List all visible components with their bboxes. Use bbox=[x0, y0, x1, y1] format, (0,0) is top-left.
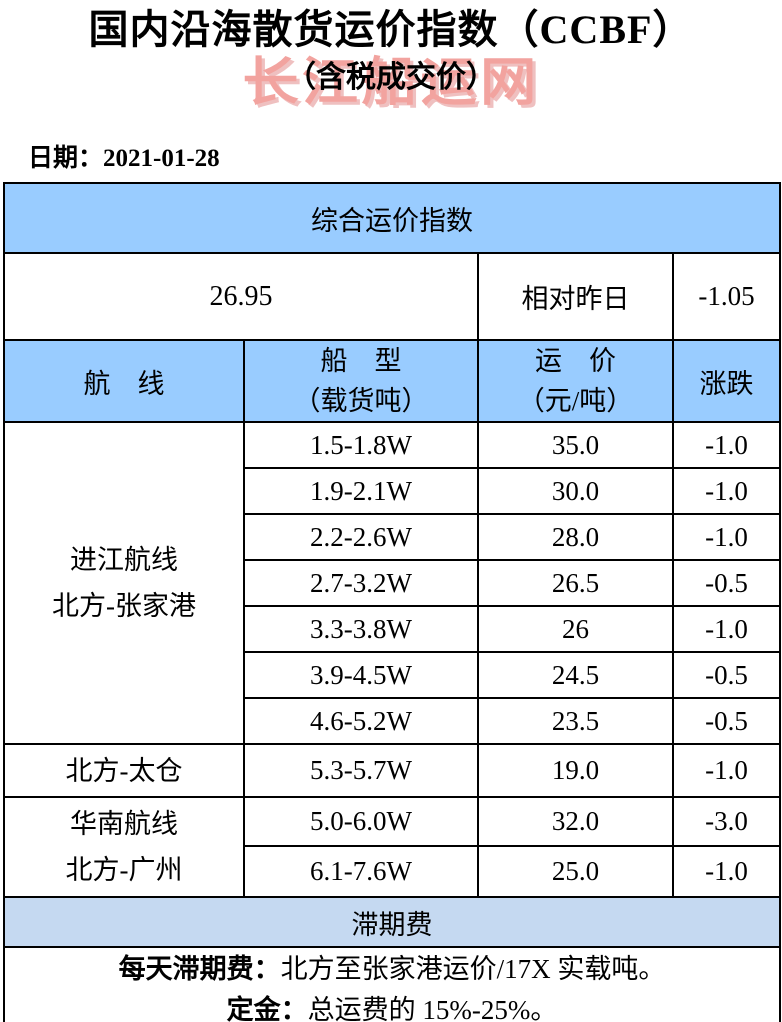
ship-type-cell: 2.2-2.6W bbox=[243, 513, 479, 561]
table-row: 进江航线 北方-张家港 1.5-1.8W 35.0 -1.0 bbox=[3, 421, 781, 745]
price-cell: 32.0 bbox=[477, 796, 674, 847]
price-cell: 28.0 bbox=[477, 513, 674, 561]
change-cell: -1.0 bbox=[672, 513, 781, 561]
freight-table: 综合运价指数 26.95 相对昨日 -1.05 航 线 船 型 （载货吨） 运 … bbox=[3, 182, 781, 1022]
ship-type-cell: 6.1-7.6W bbox=[243, 845, 479, 898]
price-cell: 35.0 bbox=[477, 421, 674, 469]
date-label: 日期： bbox=[28, 145, 104, 172]
page-subtitle: （含税成交价） bbox=[286, 61, 496, 94]
ship-type-cell: 5.3-5.7W bbox=[243, 743, 479, 798]
ship-type-cell: 5.0-6.0W bbox=[243, 796, 479, 847]
demurrage-title: 滞期费 bbox=[3, 896, 781, 948]
change-cell: -1.0 bbox=[672, 743, 781, 798]
col-header-price: 运 价 （元/吨） bbox=[477, 339, 674, 423]
note-line-2-label: 定金： bbox=[226, 995, 308, 1022]
page-title: 国内沿海散货运价指数（CCBF） bbox=[88, 7, 694, 52]
change-cell: -1.0 bbox=[672, 605, 781, 653]
composite-index-value: 26.95 bbox=[3, 252, 479, 341]
col-header-route: 航 线 bbox=[3, 339, 245, 423]
notes-row: 每天滞期费：北方至张家港运价/17X 实载吨。 定金：总运费的 15%-25%。 bbox=[3, 946, 781, 1022]
date-line: 日期：2021-01-28 bbox=[28, 144, 782, 174]
change-cell: -0.5 bbox=[672, 697, 781, 745]
change-cell: -0.5 bbox=[672, 651, 781, 699]
table-row: 2.2-2.6W 28.0 -1.0 bbox=[4, 513, 781, 561]
price-cell: 25.0 bbox=[477, 845, 674, 898]
table-row: 4.6-5.2W 23.5 -0.5 bbox=[4, 697, 781, 745]
subtitle-block: 长江船运网 （含税成交价） bbox=[0, 55, 782, 118]
route-cell-jinjiang: 进江航线 北方-张家港 bbox=[3, 421, 245, 745]
table-row: 3.3-3.8W 26 -1.0 bbox=[4, 605, 781, 653]
composite-index-value-row: 26.95 相对昨日 -1.05 bbox=[3, 252, 781, 341]
table-row: 3.9-4.5W 24.5 -0.5 bbox=[4, 651, 781, 699]
change-cell: -0.5 bbox=[672, 559, 781, 607]
ship-type-cell: 3.9-4.5W bbox=[243, 651, 479, 699]
relative-yesterday-label: 相对昨日 bbox=[477, 252, 674, 341]
table-row: 2.7-3.2W 26.5 -0.5 bbox=[4, 559, 781, 607]
table-row: 华南航线 北方-广州 5.0-6.0W 32.0 -3.0 bbox=[3, 796, 781, 898]
price-cell: 24.5 bbox=[477, 651, 674, 699]
table-row: 6.1-7.6W 25.0 -1.0 bbox=[4, 845, 781, 898]
date-value: 2021-01-28 bbox=[103, 145, 220, 172]
relative-yesterday-value: -1.05 bbox=[672, 252, 781, 341]
change-cell: -1.0 bbox=[672, 845, 781, 898]
route-cell-taicang: 北方-太仓 bbox=[3, 743, 245, 798]
note-line-2: 定金：总运费的 15%-25%。 bbox=[5, 990, 779, 1022]
route-cell-huanan: 华南航线 北方-广州 bbox=[3, 796, 245, 898]
col-header-change: 涨跌 bbox=[672, 339, 781, 423]
price-cell: 30.0 bbox=[477, 467, 674, 515]
notes-cell: 每天滞期费：北方至张家港运价/17X 实载吨。 定金：总运费的 15%-25%。 bbox=[3, 946, 781, 1022]
demurrage-header-row: 滞期费 bbox=[3, 896, 781, 948]
table-row: 1.9-2.1W 30.0 -1.0 bbox=[4, 467, 781, 515]
change-cell: -1.0 bbox=[672, 421, 781, 469]
ship-type-cell: 2.7-3.2W bbox=[243, 559, 479, 607]
price-cell: 26 bbox=[477, 605, 674, 653]
price-cell: 19.0 bbox=[477, 743, 674, 798]
table-row: 北方-太仓 5.3-5.7W 19.0 -1.0 bbox=[3, 743, 781, 798]
watermark-text: 长江船运网 bbox=[242, 55, 540, 112]
ship-type-cell: 4.6-5.2W bbox=[243, 697, 479, 745]
ship-type-cell: 3.3-3.8W bbox=[243, 605, 479, 653]
price-cell: 26.5 bbox=[477, 559, 674, 607]
note-line-2-text: 总运费的 15%-25%。 bbox=[307, 995, 558, 1022]
note-line-1-text: 北方至张家港运价/17X 实载吨。 bbox=[280, 954, 666, 984]
column-header-row: 航 线 船 型 （载货吨） 运 价 （元/吨） 涨跌 bbox=[3, 339, 781, 423]
note-line-1: 每天滞期费：北方至张家港运价/17X 实载吨。 bbox=[5, 949, 779, 990]
ship-type-cell: 1.9-2.1W bbox=[243, 467, 479, 515]
composite-index-title: 综合运价指数 bbox=[3, 182, 781, 254]
price-cell: 23.5 bbox=[477, 697, 674, 745]
composite-index-header-row: 综合运价指数 bbox=[3, 182, 781, 254]
change-cell: -3.0 bbox=[672, 796, 781, 847]
note-line-1-label: 每天滞期费： bbox=[118, 954, 281, 984]
col-header-ship-type: 船 型 （载货吨） bbox=[243, 339, 479, 423]
ship-type-cell: 1.5-1.8W bbox=[243, 421, 479, 469]
change-cell: -1.0 bbox=[672, 467, 781, 515]
